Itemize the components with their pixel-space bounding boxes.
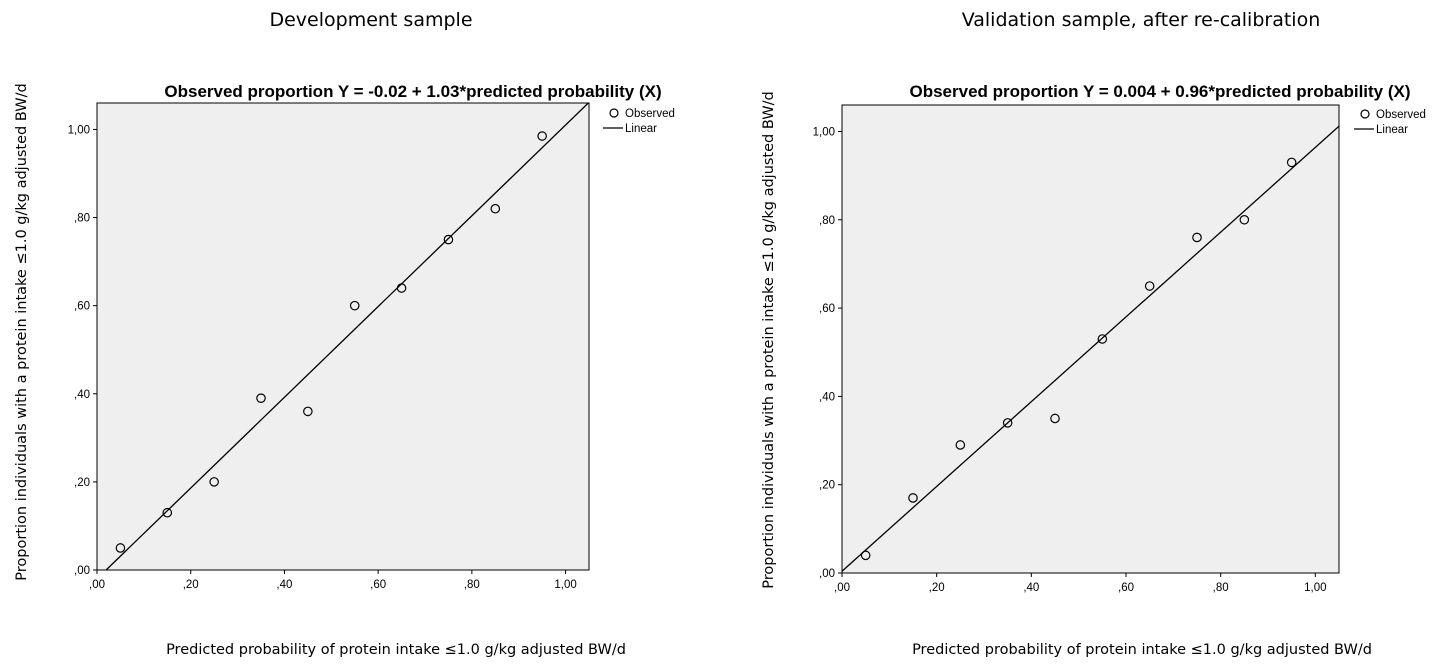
plot-title: Observed proportion Y = 0.004 + 0.96*pre… xyxy=(909,82,1411,101)
plot-area xyxy=(96,102,590,571)
observed-point xyxy=(1286,157,1297,168)
x-axis-label: Predicted probability of protein intake … xyxy=(912,642,1372,658)
y-tick-label: ,00 xyxy=(74,565,90,577)
development-panel: Development sample Proportion individual… xyxy=(0,0,720,665)
y-tick-label: ,60 xyxy=(819,303,835,315)
x-tick-label: ,40 xyxy=(276,579,292,591)
observed-point xyxy=(537,131,547,141)
observed-point xyxy=(1050,413,1060,424)
observed-point xyxy=(908,493,918,503)
x-tick-label: 1,00 xyxy=(554,579,576,591)
observed-point xyxy=(955,440,966,450)
legend-observed-label: Observed xyxy=(1376,109,1426,121)
legend-observed-marker xyxy=(609,108,619,118)
x-tick-label: ,60 xyxy=(1118,582,1134,594)
y-tick-label: ,60 xyxy=(74,301,90,313)
observed-point xyxy=(490,203,501,214)
observed-point xyxy=(303,406,313,417)
x-tick-label: ,40 xyxy=(1023,582,1039,594)
x-tick-label: ,20 xyxy=(929,582,945,594)
observed-point xyxy=(256,393,266,403)
observed-point xyxy=(209,477,219,487)
y-tick-label: ,80 xyxy=(819,215,835,227)
observed-point xyxy=(443,234,454,245)
linear-fit-line xyxy=(105,102,589,571)
observed-point xyxy=(1144,281,1155,291)
development-scatter-plot: ,00 ,20 ,40 ,60 ,80 1,00 ,00 ,20 ,40 ,60 ,80 1,00 Ob… xyxy=(68,102,675,591)
panel-heading: Validation sample, after re-calibration xyxy=(961,9,1321,31)
y-tick-label: ,20 xyxy=(819,480,835,492)
x-tick-label: ,00 xyxy=(834,582,850,594)
linear-fit-line xyxy=(841,125,1340,572)
observed-point xyxy=(349,300,360,311)
x-tick-label: 1,00 xyxy=(1304,582,1326,594)
legend-observed-label: Observed xyxy=(625,108,675,120)
x-tick-label: ,00 xyxy=(89,579,105,591)
observed-point xyxy=(1239,214,1250,225)
panel-heading: Development sample xyxy=(269,9,473,31)
x-axis-label: Predicted probability of protein intake … xyxy=(166,642,626,658)
observed-point xyxy=(115,543,126,553)
x-tick-label: ,60 xyxy=(370,579,386,591)
legend-linear-label: Linear xyxy=(1376,124,1408,136)
observed-point xyxy=(1002,418,1013,428)
y-tick-label: 1,00 xyxy=(68,124,90,136)
observed-point xyxy=(1192,232,1202,243)
observed-point xyxy=(860,550,871,561)
y-tick-label: ,40 xyxy=(74,389,90,401)
observed-point xyxy=(1097,334,1108,344)
y-tick-label: ,80 xyxy=(74,213,90,225)
validation-scatter-plot: ,00 ,20 ,40 ,60 ,80 1,00 ,00 ,20 ,40 ,60 ,80 1,00 Ob… xyxy=(813,104,1426,594)
y-tick-label: 1,00 xyxy=(813,126,835,138)
y-tick-label: ,40 xyxy=(819,391,835,403)
y-tick-label: ,20 xyxy=(74,477,90,489)
x-tick-label: ,80 xyxy=(1213,582,1229,594)
legend-observed-marker xyxy=(1360,109,1370,119)
x-tick-label: ,20 xyxy=(183,579,199,591)
observed-point xyxy=(162,507,173,518)
legend-linear-label: Linear xyxy=(625,123,657,135)
plot-area xyxy=(841,104,1340,574)
x-tick-label: ,80 xyxy=(464,579,480,591)
y-tick-label: ,00 xyxy=(819,568,835,580)
plot-title: Observed proportion Y = -0.02 + 1.03*pre… xyxy=(164,82,662,101)
observed-point xyxy=(396,283,407,293)
validation-panel: Validation sample, after re-calibration … xyxy=(735,0,1445,665)
